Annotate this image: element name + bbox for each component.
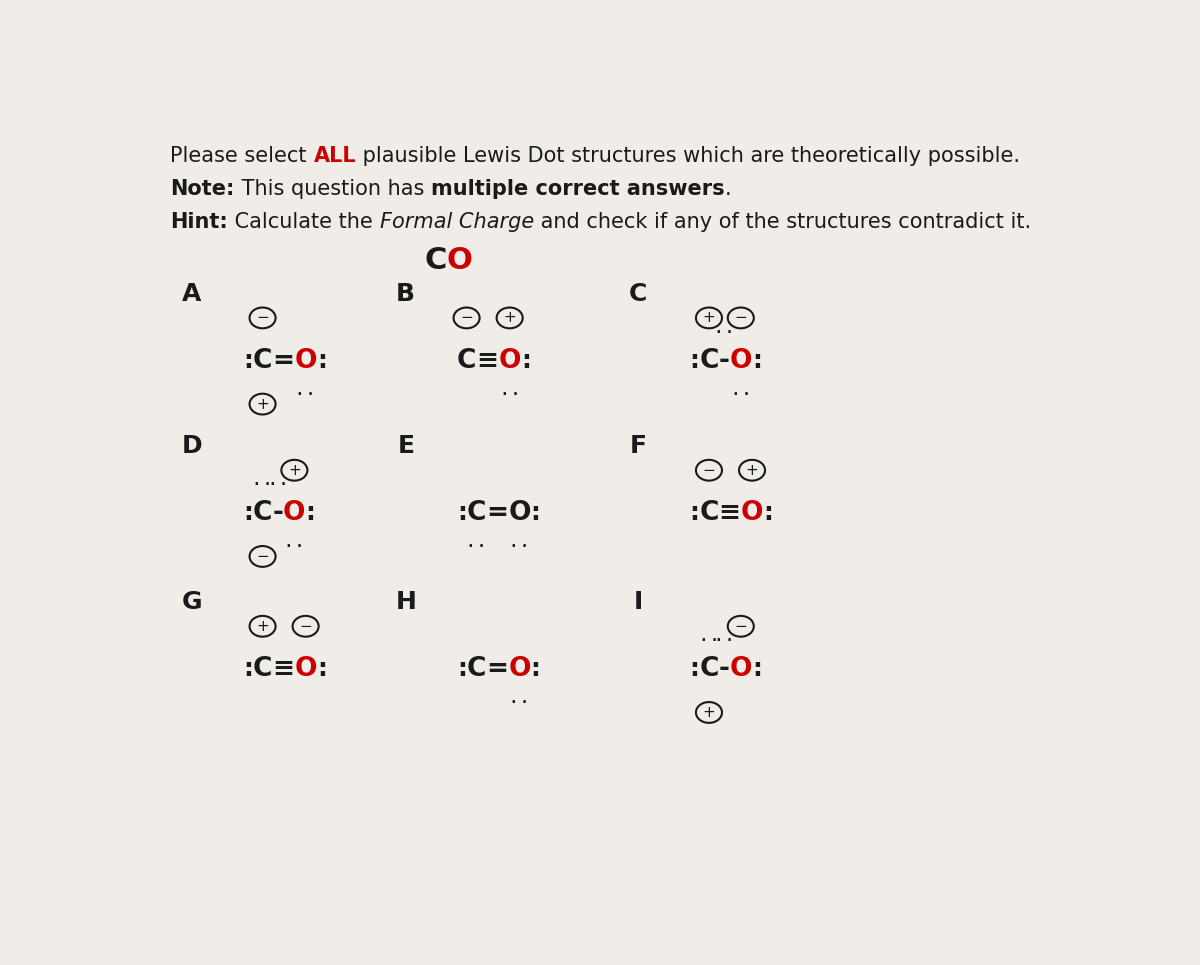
Text: :: : — [530, 657, 540, 681]
Text: plausible Lewis Dot structures which are theoretically possible.: plausible Lewis Dot structures which are… — [356, 146, 1020, 166]
Text: :: : — [317, 657, 326, 681]
Text: -: - — [719, 348, 730, 374]
Text: ..: .. — [251, 470, 275, 489]
Text: +: + — [256, 619, 269, 634]
Text: ..: .. — [266, 470, 289, 489]
Text: :: : — [521, 349, 530, 373]
Text: -: - — [272, 500, 283, 526]
Text: ..: .. — [730, 380, 752, 399]
Text: =: = — [272, 348, 294, 374]
Text: ..: .. — [498, 380, 522, 399]
Text: O: O — [446, 246, 473, 275]
Text: −: − — [299, 619, 312, 634]
Text: −: − — [734, 619, 748, 634]
Text: O: O — [740, 500, 763, 526]
Text: C: C — [467, 656, 486, 682]
Text: G: G — [181, 591, 202, 615]
Text: ..: .. — [713, 318, 736, 337]
Text: C: C — [629, 282, 648, 306]
Text: O: O — [508, 656, 530, 682]
Text: +: + — [288, 463, 301, 478]
Text: −: − — [256, 311, 269, 325]
Text: :: : — [752, 349, 762, 373]
Text: C: C — [253, 500, 272, 526]
Text: -: - — [719, 656, 730, 682]
Text: O: O — [294, 656, 317, 682]
Text: +: + — [745, 463, 758, 478]
Text: E: E — [397, 434, 414, 458]
Text: ≡: ≡ — [476, 348, 498, 374]
Text: :: : — [689, 657, 700, 681]
Text: C: C — [425, 246, 446, 275]
Text: O: O — [294, 348, 317, 374]
Text: :: : — [242, 657, 253, 681]
Text: +: + — [503, 311, 516, 325]
Text: −: − — [461, 311, 473, 325]
Text: Formal Charge: Formal Charge — [379, 212, 534, 233]
Text: O: O — [730, 348, 752, 374]
Text: Hint:: Hint: — [170, 212, 228, 233]
Text: ..: .. — [713, 626, 736, 646]
Text: C: C — [700, 500, 719, 526]
Text: :: : — [457, 502, 467, 525]
Text: C: C — [457, 348, 476, 374]
Text: ..: .. — [508, 688, 532, 707]
Text: ≡: ≡ — [719, 500, 740, 526]
Text: +: + — [702, 311, 715, 325]
Text: −: − — [734, 311, 748, 325]
Text: and check if any of the structures contradict it.: and check if any of the structures contr… — [534, 212, 1031, 233]
Text: ALL: ALL — [313, 146, 356, 166]
Text: =: = — [486, 500, 508, 526]
Text: ..: .. — [697, 626, 721, 646]
Text: C: C — [700, 348, 719, 374]
Text: B: B — [396, 282, 415, 306]
Text: :: : — [457, 657, 467, 681]
Text: :: : — [763, 502, 773, 525]
Text: H: H — [395, 591, 416, 615]
Text: O: O — [283, 500, 306, 526]
Text: −: − — [256, 549, 269, 564]
Text: Please select: Please select — [170, 146, 313, 166]
Text: :: : — [689, 502, 700, 525]
Text: F: F — [630, 434, 647, 458]
Text: .: . — [725, 179, 731, 199]
Text: ..: .. — [464, 532, 488, 551]
Text: O: O — [498, 348, 521, 374]
Text: This question has: This question has — [235, 179, 431, 199]
Text: O: O — [508, 500, 530, 526]
Text: ..: .. — [294, 380, 317, 399]
Text: C: C — [467, 500, 486, 526]
Text: I: I — [634, 591, 643, 615]
Text: Calculate the: Calculate the — [228, 212, 379, 233]
Text: +: + — [256, 397, 269, 412]
Text: ..: .. — [508, 532, 532, 551]
Text: −: − — [702, 463, 715, 478]
Text: C: C — [253, 656, 272, 682]
Text: D: D — [181, 434, 202, 458]
Text: ≡: ≡ — [272, 656, 294, 682]
Text: :: : — [242, 502, 253, 525]
Text: =: = — [486, 656, 508, 682]
Text: Note:: Note: — [170, 179, 235, 199]
Text: :: : — [242, 349, 253, 373]
Text: multiple correct answers: multiple correct answers — [431, 179, 725, 199]
Text: :: : — [306, 502, 316, 525]
Text: A: A — [182, 282, 202, 306]
Text: O: O — [730, 656, 752, 682]
Text: :: : — [689, 349, 700, 373]
Text: :: : — [317, 349, 326, 373]
Text: :: : — [530, 502, 540, 525]
Text: C: C — [253, 348, 272, 374]
Text: C: C — [700, 656, 719, 682]
Text: ..: .. — [283, 532, 306, 551]
Text: :: : — [752, 657, 762, 681]
Text: +: + — [702, 705, 715, 720]
